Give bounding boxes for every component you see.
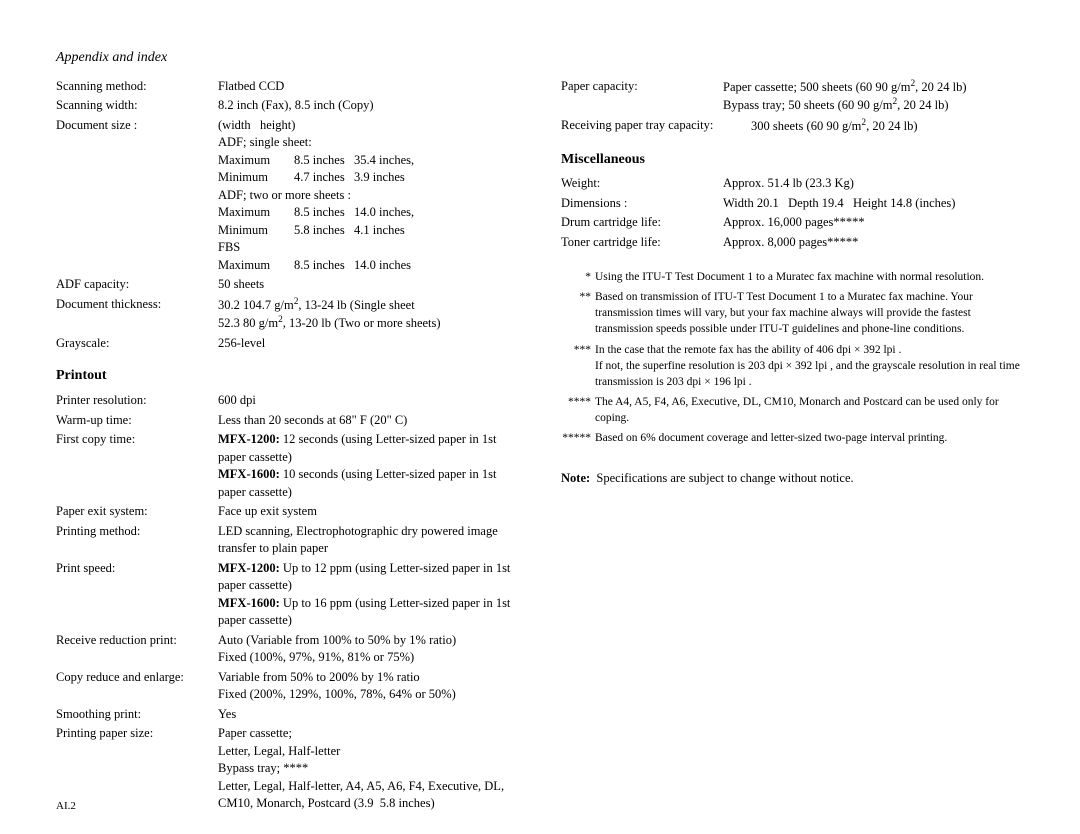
spec-label: Weight: (561, 175, 723, 193)
spec-value: MFX-1200: Up to 12 ppm (using Letter-siz… (218, 560, 519, 630)
spec-value: 8.2 inch (Fax), 8.5 inch (Copy) (218, 97, 519, 115)
spec-value: 50 sheets (218, 276, 519, 294)
model-line: MFX-1200: 12 seconds (using Letter-sized… (218, 431, 519, 466)
docsize-line: Minimum5.8 inches 4.1 inches (218, 222, 519, 240)
spec-label: Paper exit system: (56, 503, 218, 521)
spec-row: Scanning width:8.2 inch (Fax), 8.5 inch … (56, 97, 519, 115)
spec-label: Toner cartridge life: (561, 234, 723, 252)
spec-row: Warm-up time:Less than 20 seconds at 68"… (56, 412, 519, 430)
footnote: *****Based on 6% document coverage and l… (561, 430, 1024, 446)
footnotes: *Using the ITU-T Test Document 1 to a Mu… (561, 269, 1024, 446)
footnote: **Based on transmission of ITU-T Test Do… (561, 289, 1024, 337)
spec-value: Yes (218, 706, 519, 724)
spec-row: Smoothing print:Yes (56, 706, 519, 724)
spec-row: Dimensions :Width 20.1 Depth 19.4 Height… (561, 195, 1024, 213)
spec-value: Approx. 16,000 pages***** (723, 214, 1024, 232)
model-line: MFX-1600: Up to 16 ppm (using Letter-siz… (218, 595, 519, 630)
docsize-head: (width height) (218, 117, 519, 135)
spec-row: First copy time: MFX-1200: 12 seconds (u… (56, 431, 519, 501)
right-column: Paper capacity:Paper cassette; 500 sheet… (561, 78, 1024, 815)
page-header: Appendix and index (56, 48, 1024, 68)
spec-value: Variable from 50% to 200% by 1% ratioFix… (218, 669, 519, 704)
spec-row: ADF capacity:50 sheets (56, 276, 519, 294)
model-line: MFX-1600: 10 seconds (using Letter-sized… (218, 466, 519, 501)
spec-value: Face up exit system (218, 503, 519, 521)
spec-label: Print speed: (56, 560, 218, 630)
spec-row: Copy reduce and enlarge:Variable from 50… (56, 669, 519, 704)
note: Note: Specifications are subject to chan… (561, 470, 1024, 488)
spec-label: Warm-up time: (56, 412, 218, 430)
spec-label: Drum cartridge life: (561, 214, 723, 232)
spec-value: 600 dpi (218, 392, 519, 410)
docsize-line: ADF; two or more sheets : (218, 187, 519, 205)
spec-value: Paper cassette;Letter, Legal, Half-lette… (218, 725, 519, 813)
spec-label: Printing method: (56, 523, 218, 558)
spec-row: Grayscale:256-level (56, 335, 519, 353)
spec-label: Scanning method: (56, 78, 218, 96)
docsize-line: Maximum8.5 inches 14.0 inches, (218, 204, 519, 222)
section-heading-misc: Miscellaneous (561, 150, 1024, 170)
spec-row: Toner cartridge life:Approx. 8,000 pages… (561, 234, 1024, 252)
spec-value: 300 sheets (60 90 g/m2, 20 24 lb) (751, 117, 1024, 136)
spec-row: Printing method:LED scanning, Electropho… (56, 523, 519, 558)
spec-row: Printing paper size:Paper cassette;Lette… (56, 725, 519, 813)
model-line: MFX-1200: Up to 12 ppm (using Letter-siz… (218, 560, 519, 595)
spec-label: Receiving paper tray capacity: (561, 117, 751, 136)
spec-row: Print speed: MFX-1200: Up to 12 ppm (usi… (56, 560, 519, 630)
docsize-line: FBS (218, 239, 519, 257)
spec-row: Drum cartridge life:Approx. 16,000 pages… (561, 214, 1024, 232)
spec-label: Scanning width: (56, 97, 218, 115)
spec-label: Copy reduce and enlarge: (56, 669, 218, 704)
docsize-line: Minimum4.7 inches 3.9 inches (218, 169, 519, 187)
spec-value: Auto (Variable from 100% to 50% by 1% ra… (218, 632, 519, 667)
footnote: ***In the case that the remote fax has t… (561, 342, 1024, 390)
page-number: AI.2 (56, 799, 76, 814)
spec-label: Printing paper size: (56, 725, 218, 813)
spec-label: Document size : (56, 117, 218, 275)
spec-value: LED scanning, Electrophotographic dry po… (218, 523, 519, 558)
spec-row: Paper capacity:Paper cassette; 500 sheet… (561, 78, 1024, 115)
spec-label: Smoothing print: (56, 706, 218, 724)
spec-value: 30.2 104.7 g/m2, 13-24 lb (Single sheet5… (218, 296, 519, 333)
spec-value: Width 20.1 Depth 19.4 Height 14.8 (inche… (723, 195, 1024, 213)
note-text: Specifications are subject to change wit… (590, 471, 853, 485)
footnote: *Using the ITU-T Test Document 1 to a Mu… (561, 269, 1024, 285)
spec-label: Document thickness: (56, 296, 218, 333)
spec-label: Printer resolution: (56, 392, 218, 410)
spec-row: Printer resolution:600 dpi (56, 392, 519, 410)
spec-label: Grayscale: (56, 335, 218, 353)
content-columns: Scanning method:Flatbed CCDScanning widt… (56, 78, 1024, 815)
spec-label: Receive reduction print: (56, 632, 218, 667)
note-label: Note: (561, 471, 590, 485)
spec-row: Receive reduction print:Auto (Variable f… (56, 632, 519, 667)
docsize-line: Maximum8.5 inches 14.0 inches (218, 257, 519, 275)
docsize-line: ADF; single sheet: (218, 134, 519, 152)
spec-value: Approx. 8,000 pages***** (723, 234, 1024, 252)
spec-value: Less than 20 seconds at 68" F (20" C) (218, 412, 519, 430)
spec-value: (width height) ADF; single sheet:Maximum… (218, 117, 519, 275)
spec-value: MFX-1200: 12 seconds (using Letter-sized… (218, 431, 519, 501)
spec-label: ADF capacity: (56, 276, 218, 294)
spec-row: Document size : (width height) ADF; sing… (56, 117, 519, 275)
spec-row: Paper exit system:Face up exit system (56, 503, 519, 521)
spec-value: Approx. 51.4 lb (23.3 Kg) (723, 175, 1024, 193)
spec-row: Document thickness:30.2 104.7 g/m2, 13-2… (56, 296, 519, 333)
spec-row: Weight:Approx. 51.4 lb (23.3 Kg) (561, 175, 1024, 193)
spec-label: Dimensions : (561, 195, 723, 213)
spec-value: Flatbed CCD (218, 78, 519, 96)
spec-value: 256-level (218, 335, 519, 353)
spec-label: Paper capacity: (561, 78, 723, 115)
section-heading-printout: Printout (56, 366, 519, 386)
left-column: Scanning method:Flatbed CCDScanning widt… (56, 78, 519, 815)
spec-row: Receiving paper tray capacity:300 sheets… (561, 117, 1024, 136)
spec-label: First copy time: (56, 431, 218, 501)
spec-value: Paper cassette; 500 sheets (60 90 g/m2, … (723, 78, 1024, 115)
footnote: ****The A4, A5, F4, A6, Executive, DL, C… (561, 394, 1024, 426)
docsize-line: Maximum8.5 inches 35.4 inches, (218, 152, 519, 170)
spec-row: Scanning method:Flatbed CCD (56, 78, 519, 96)
